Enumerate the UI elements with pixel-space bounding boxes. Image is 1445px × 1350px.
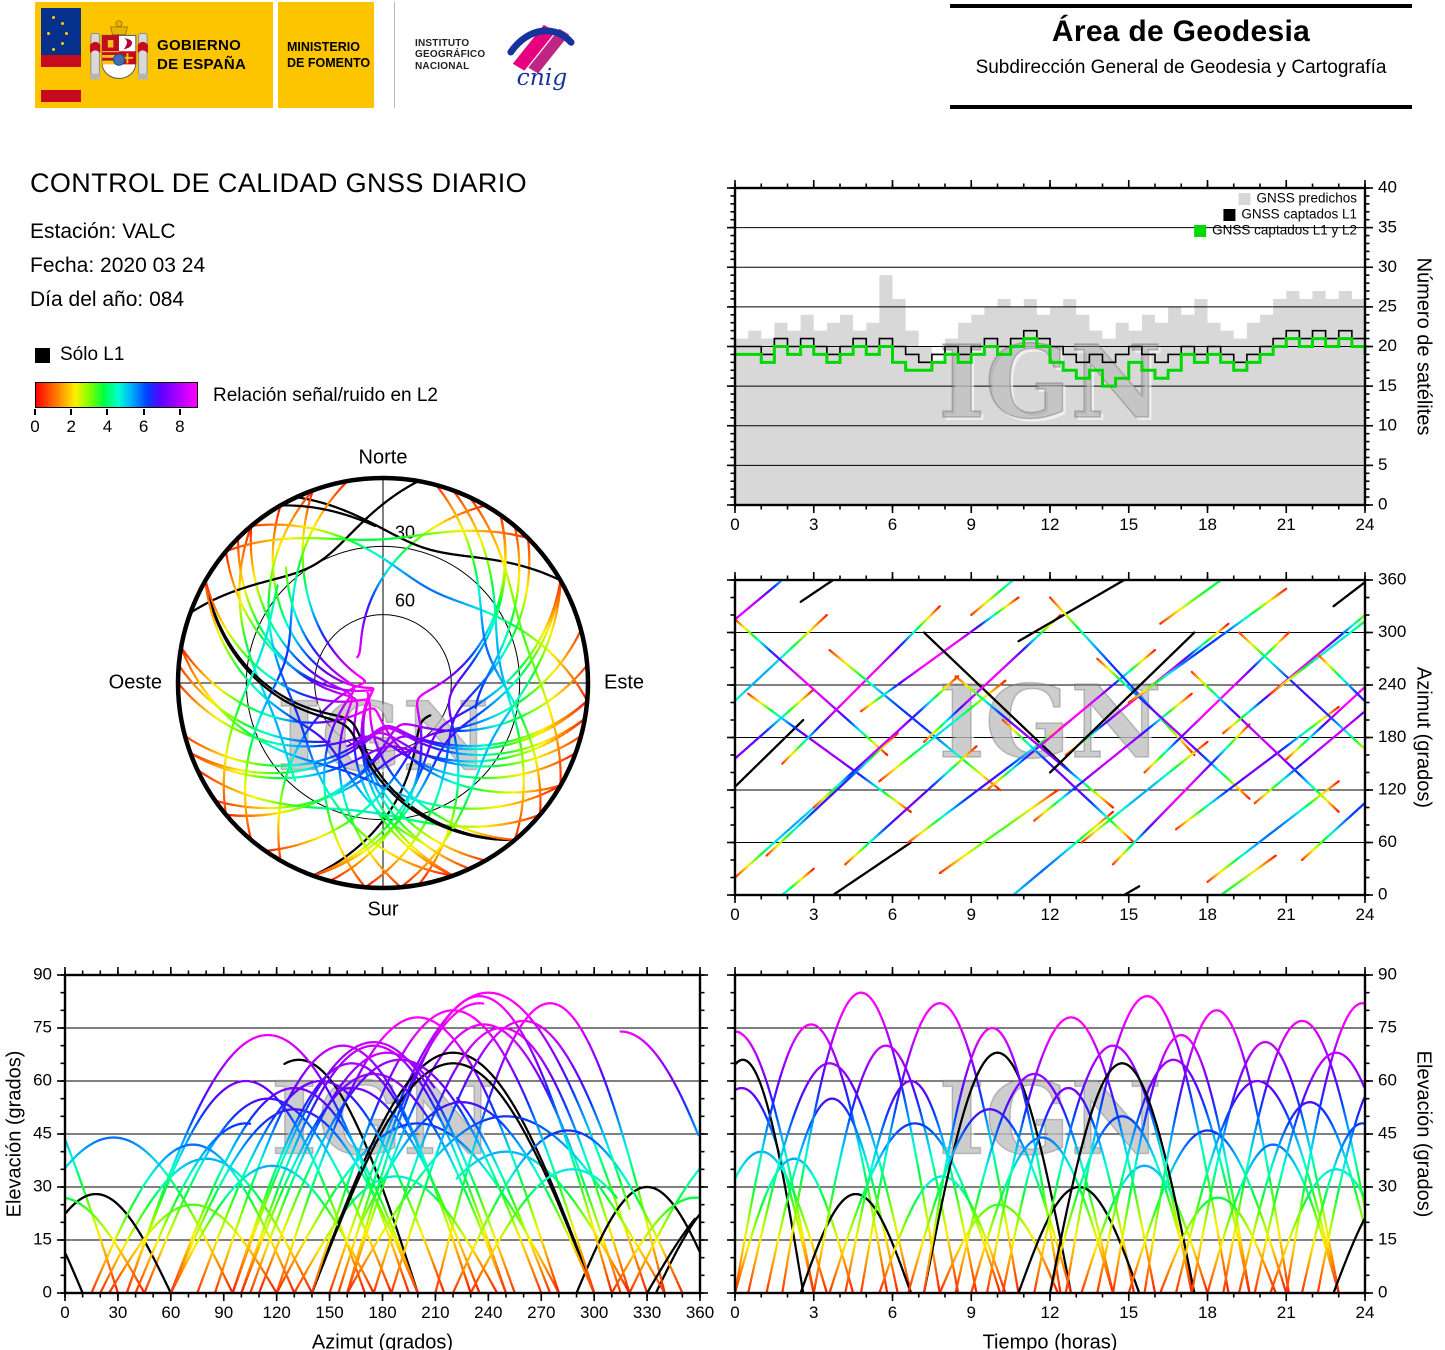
instituto-label: INSTITUTO GEOGRÁFICO NACIONAL	[415, 2, 485, 108]
coat-of-arms-icon	[90, 20, 148, 80]
government-header: GOBIERNO DE ESPAÑA MINISTERIO DE FOMENTO…	[35, 2, 581, 108]
ministerio-line2: DE FOMENTO	[287, 56, 371, 70]
header-rule-bottom	[950, 105, 1412, 109]
area-subtitle: Subdirección General de Geodesia y Carto…	[975, 57, 1387, 78]
snr-colorbar-gradient	[35, 382, 198, 408]
skyplot-chart	[60, 440, 710, 940]
colorbar-tick-label: 8	[175, 417, 185, 436]
area-title: Área de Geodesia	[1051, 15, 1311, 48]
gobierno-line2: DE ESPAÑA	[157, 56, 247, 73]
doy-label: Día del año: 084	[30, 288, 185, 311]
eu-flag-icon	[41, 8, 81, 55]
instituto-line1: INSTITUTO	[415, 37, 470, 49]
gobierno-line1: GOBIERNO	[157, 37, 242, 54]
ministerio-label: MINISTERIO DE FOMENTO	[278, 2, 374, 108]
cnig-wordmark: cnig	[517, 63, 568, 91]
snr-colorbar-ticks: 0 2 4 6 8	[30, 409, 198, 439]
colorbar-tick-label: 6	[138, 417, 149, 436]
l1-only-label: Sólo L1	[60, 344, 125, 365]
colorbar-tick-label: 0	[30, 417, 40, 436]
colorbar-tick-label: 4	[102, 417, 113, 436]
date-label: Fecha: 2020 03 24	[30, 254, 206, 277]
instituto-line3: NACIONAL	[415, 60, 470, 72]
gobierno-block: GOBIERNO DE ESPAÑA	[35, 2, 273, 108]
colorbar-tick-mark	[34, 409, 36, 415]
colorbar-tick-mark	[142, 409, 145, 415]
station-label: Estación: VALC	[30, 220, 176, 243]
colorbar-tick-mark	[106, 409, 109, 415]
spain-flag-icon	[41, 55, 81, 102]
l1-only-legend: Sólo L1	[35, 344, 124, 366]
colorbar-tick-mark	[178, 409, 181, 415]
geodesia-header: Área de Geodesia Subdirección General de…	[950, 2, 1412, 109]
colorbar-tick-mark	[70, 409, 73, 415]
snr-colorbar-label: Relación señal/ruido en L2	[213, 385, 438, 406]
snr-colorbar: Relación señal/ruido en L2 0 2 4 6 8	[30, 382, 465, 442]
report-info: CONTROL DE CALIDAD GNSS DIARIO Estación:…	[30, 168, 527, 317]
colorbar-tick-label: 2	[66, 417, 76, 436]
ministerio-line1: MINISTERIO	[287, 40, 360, 54]
elevation-time-chart	[700, 960, 1445, 1350]
instituto-line2: GEOGRÁFICO	[415, 49, 486, 61]
spain-eu-flag-icon	[41, 8, 81, 102]
header-rule-top	[950, 4, 1412, 8]
satellite-count-chart	[700, 170, 1445, 550]
azimuth-time-chart	[700, 565, 1445, 930]
gobierno-label: GOBIERNO DE ESPAÑA	[157, 36, 246, 74]
l1-only-swatch	[35, 347, 50, 363]
report-title: CONTROL DE CALIDAD GNSS DIARIO	[30, 168, 528, 198]
elevation-azimuth-chart	[0, 960, 720, 1350]
cnig-logo-icon: cnig	[507, 24, 575, 91]
